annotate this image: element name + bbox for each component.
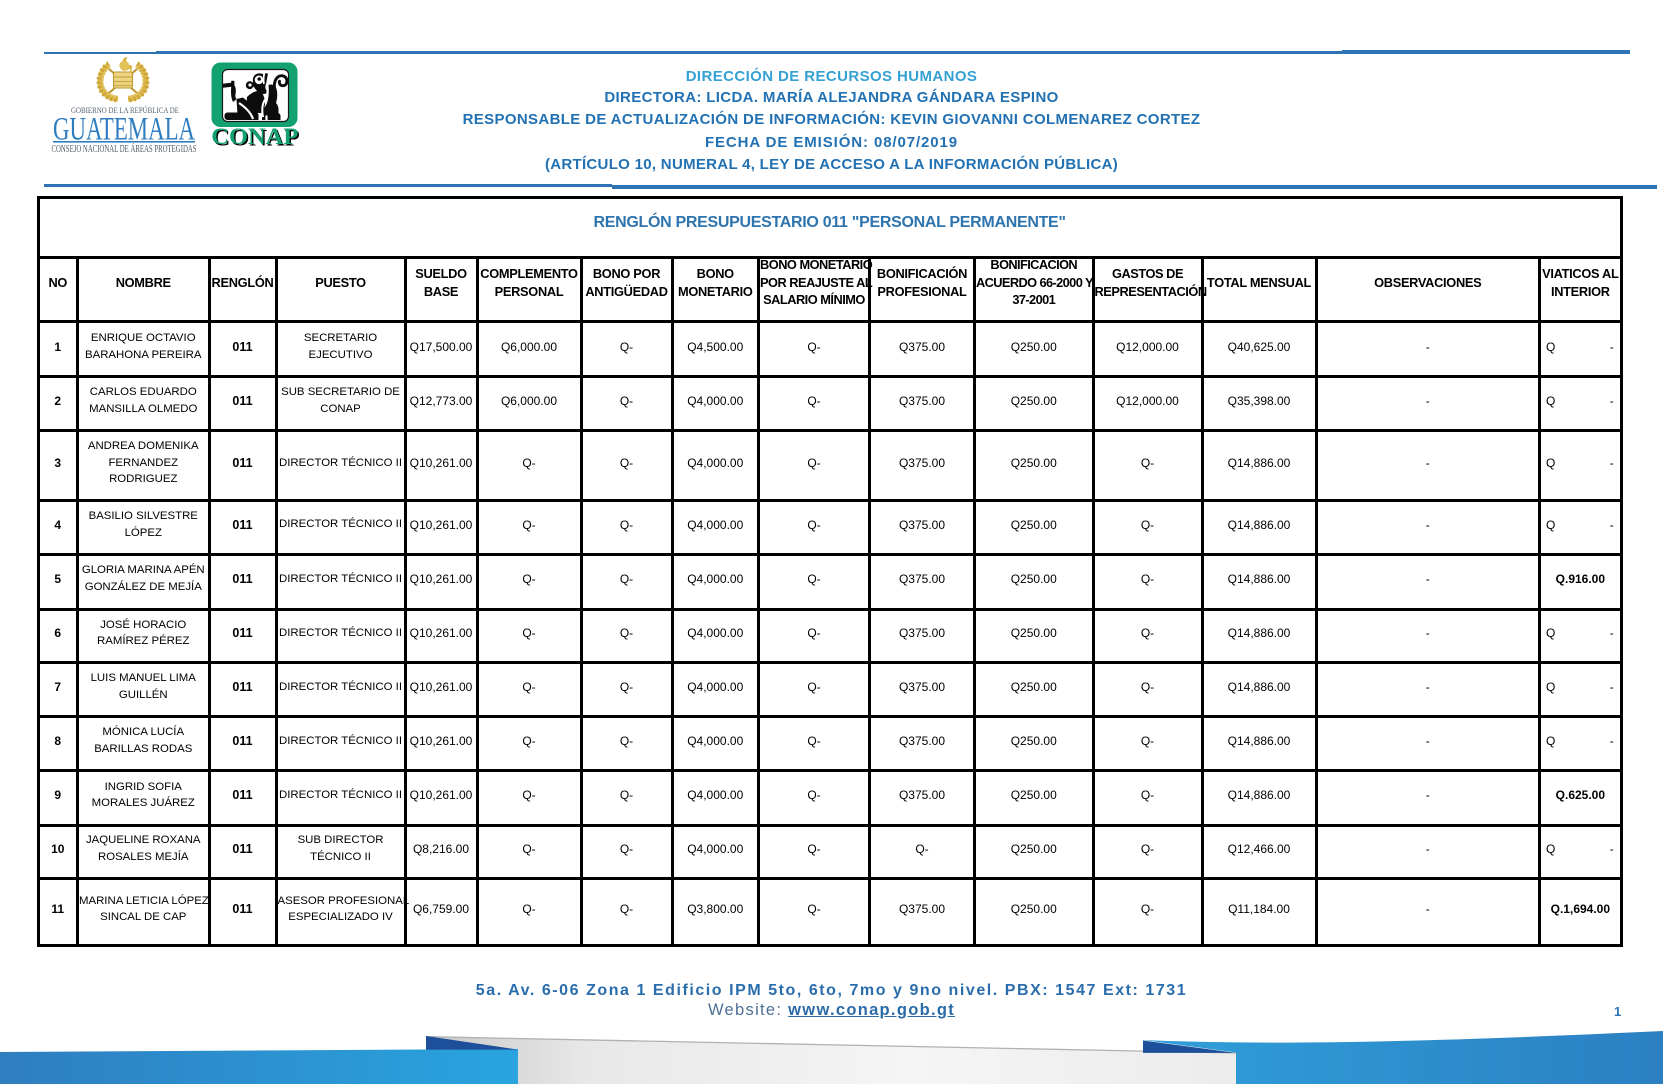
svg-text:GOBIERNO DE LA REPÚBLICA DE: GOBIERNO DE LA REPÚBLICA DE [71, 105, 179, 115]
svg-text:CONAP: CONAP [211, 124, 298, 149]
svg-text:CONAP: CONAP [213, 125, 300, 150]
svg-text:CONSEJO NACIONAL DE ÁREAS PROT: CONSEJO NACIONAL DE ÁREAS PROTEGIDAS [52, 143, 197, 155]
